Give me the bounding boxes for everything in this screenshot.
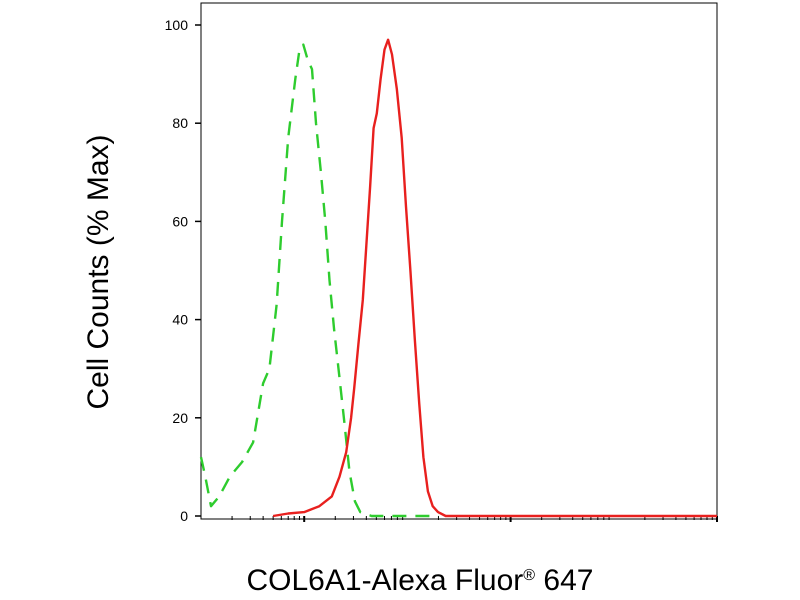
series-dashed-green-line [199, 43, 439, 518]
x-axis-title: COL6A1-Alexa Fluor® 647 [247, 564, 594, 597]
y-axis: 0 20 40 60 80 100 [165, 17, 201, 524]
x-axis-title-registered-mark: ® [523, 567, 535, 584]
series-solid-red-line [272, 38, 717, 518]
y-tick-label: 20 [172, 410, 188, 426]
y-tick-label: 100 [165, 17, 189, 33]
y-tick-label: 0 [180, 508, 188, 524]
y-tick-label: 40 [172, 312, 188, 328]
series-layer [199, 38, 717, 518]
y-axis-title: Cell Counts (% Max) [82, 134, 115, 409]
y-tick-label: 80 [172, 115, 188, 131]
y-tick-label: 60 [172, 213, 188, 229]
x-axis-title-suffix: 647 [535, 564, 593, 597]
plot-frame [200, 2, 718, 520]
x-axis-title-main: COL6A1-Alexa Fluor [247, 564, 524, 597]
